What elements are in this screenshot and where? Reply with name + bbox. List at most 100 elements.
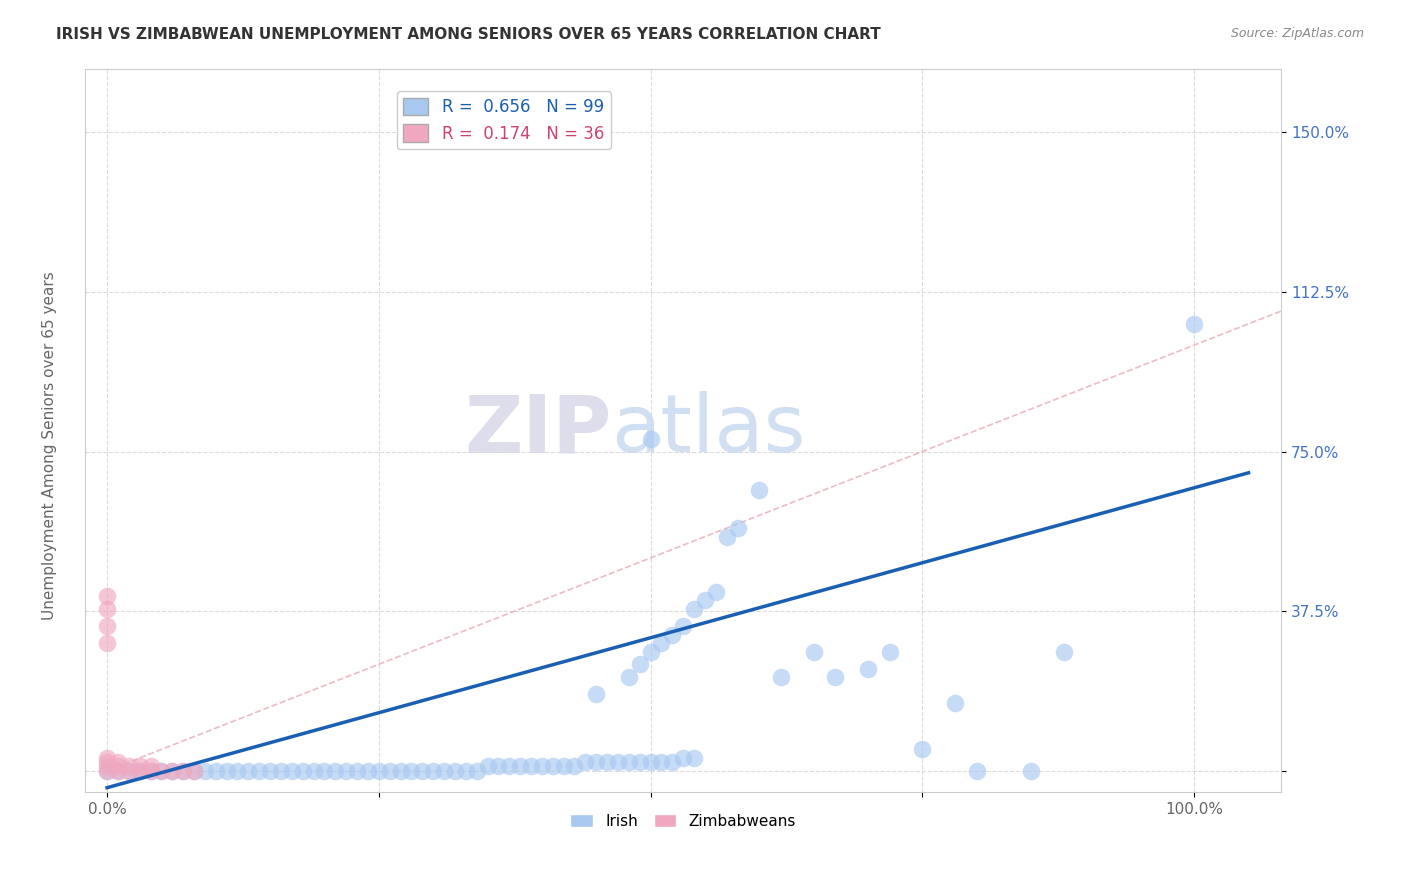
Point	[596, 755, 619, 769]
Point	[574, 755, 596, 769]
Point	[96, 755, 118, 769]
Point	[411, 764, 433, 778]
Point	[465, 764, 488, 778]
Point	[378, 764, 401, 778]
Point	[118, 759, 141, 773]
Point	[727, 521, 749, 535]
Point	[96, 602, 118, 616]
Point	[357, 764, 380, 778]
Point	[172, 764, 194, 778]
Point	[607, 755, 630, 769]
Point	[367, 764, 389, 778]
Point	[162, 764, 184, 778]
Text: IRISH VS ZIMBABWEAN UNEMPLOYMENT AMONG SENIORS OVER 65 YEARS CORRELATION CHART: IRISH VS ZIMBABWEAN UNEMPLOYMENT AMONG S…	[56, 27, 882, 42]
Point	[150, 764, 173, 778]
Point	[585, 755, 607, 769]
Point	[172, 764, 194, 778]
Point	[96, 636, 118, 650]
Point	[96, 751, 118, 765]
Point	[335, 764, 357, 778]
Point	[693, 593, 716, 607]
Point	[302, 764, 325, 778]
Point	[107, 764, 129, 778]
Point	[477, 759, 499, 773]
Point	[323, 764, 346, 778]
Point	[281, 764, 304, 778]
Point	[346, 764, 368, 778]
Point	[215, 764, 238, 778]
Text: Source: ZipAtlas.com: Source: ZipAtlas.com	[1230, 27, 1364, 40]
Point	[672, 751, 695, 765]
Point	[640, 644, 662, 658]
Point	[498, 759, 520, 773]
Point	[553, 759, 575, 773]
Point	[107, 759, 129, 773]
Point	[661, 627, 683, 641]
Text: atlas: atlas	[612, 392, 806, 469]
Point	[943, 696, 966, 710]
Point	[96, 764, 118, 778]
Point	[661, 755, 683, 769]
Point	[422, 764, 444, 778]
Point	[238, 764, 260, 778]
Point	[628, 657, 651, 672]
Point	[128, 764, 150, 778]
Point	[1182, 317, 1205, 331]
Point	[748, 483, 770, 497]
Point	[617, 755, 640, 769]
Point	[617, 670, 640, 684]
Point	[454, 764, 477, 778]
Point	[650, 636, 672, 650]
Point	[640, 755, 662, 769]
Point	[856, 661, 879, 675]
Point	[716, 530, 738, 544]
Point	[803, 644, 825, 658]
Text: Unemployment Among Seniors over 65 years: Unemployment Among Seniors over 65 years	[42, 272, 56, 620]
Point	[966, 764, 988, 778]
Point	[194, 764, 217, 778]
Point	[672, 619, 695, 633]
Point	[139, 764, 162, 778]
Point	[564, 759, 586, 773]
Point	[247, 764, 270, 778]
Point	[162, 764, 184, 778]
Point	[640, 432, 662, 446]
Point	[1019, 764, 1042, 778]
Point	[824, 670, 846, 684]
Point	[541, 759, 564, 773]
Point	[107, 755, 129, 769]
Point	[509, 759, 531, 773]
Point	[291, 764, 314, 778]
Point	[96, 589, 118, 603]
Point	[150, 764, 173, 778]
Point	[128, 764, 150, 778]
Point	[433, 764, 456, 778]
Point	[683, 751, 706, 765]
Point	[183, 764, 205, 778]
Point	[1053, 644, 1076, 658]
Point	[401, 764, 423, 778]
Point	[128, 759, 150, 773]
Point	[139, 764, 162, 778]
Point	[314, 764, 336, 778]
Legend: Irish, Zimbabweans: Irish, Zimbabweans	[564, 807, 803, 835]
Point	[628, 755, 651, 769]
Point	[259, 764, 281, 778]
Point	[118, 764, 141, 778]
Point	[683, 602, 706, 616]
Point	[139, 759, 162, 773]
Point	[650, 755, 672, 769]
Text: ZIP: ZIP	[464, 392, 612, 469]
Point	[585, 687, 607, 701]
Point	[879, 644, 901, 658]
Point	[486, 759, 509, 773]
Point	[96, 619, 118, 633]
Point	[444, 764, 467, 778]
Point	[270, 764, 292, 778]
Point	[226, 764, 249, 778]
Point	[389, 764, 412, 778]
Point	[204, 764, 226, 778]
Point	[183, 764, 205, 778]
Point	[911, 742, 934, 756]
Point	[704, 585, 727, 599]
